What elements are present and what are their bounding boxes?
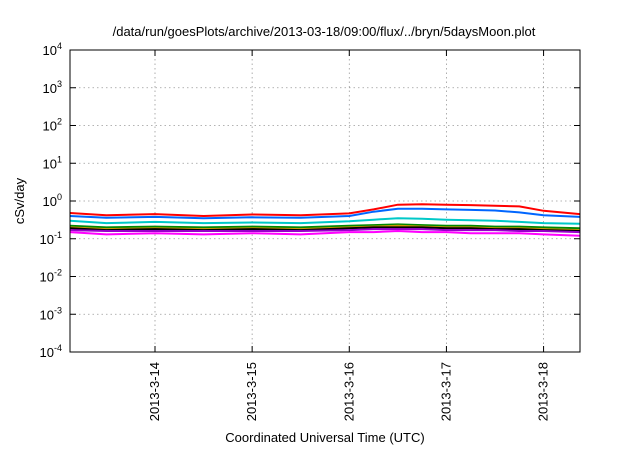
x-axis-ticks: 2013-3-14 2013-3-15 2013-3-16 2013-3-17 2013…: [147, 50, 551, 421]
y-axis-label: cSv/day: [12, 177, 27, 224]
y-tick-label: 10-1: [40, 230, 62, 247]
y-tick-label: 10-4: [40, 343, 62, 360]
y-tick-label: 10-3: [40, 305, 62, 322]
series-line-4: [69, 223, 581, 230]
x-tick-label: 2013-3-18: [536, 362, 551, 421]
y-tick-label: 102: [43, 117, 62, 134]
plot-frame: [69, 49, 581, 353]
x-tick-label: 2013-3-16: [341, 362, 356, 421]
grid: [70, 50, 580, 352]
y-tick-label: 10-2: [40, 268, 62, 285]
series-line-1: [69, 203, 581, 217]
y-tick-label: 104: [43, 41, 62, 58]
series-line-7: [69, 228, 581, 234]
series-line-8: [69, 230, 581, 237]
y-tick-label: 103: [43, 79, 62, 96]
series-line-2: [69, 207, 581, 220]
y-axis-ticks: 10-4 10-3 10-2 10-1 100 101 102 103 104: [40, 41, 580, 360]
chart-title: /data/run/goesPlots/archive/2013-03-18/0…: [113, 24, 536, 39]
x-tick-label: 2013-3-17: [438, 362, 453, 421]
x-tick-label: 2013-3-14: [147, 362, 162, 421]
series-layer: [69, 203, 581, 237]
series-line-3: [69, 217, 581, 225]
y-tick-label: 100: [43, 192, 62, 209]
series-line-6: [69, 226, 581, 232]
x-tick-label: 2013-3-15: [244, 362, 259, 421]
y-tick-label: 101: [43, 154, 62, 171]
x-axis-label: Coordinated Universal Time (UTC): [225, 430, 424, 445]
